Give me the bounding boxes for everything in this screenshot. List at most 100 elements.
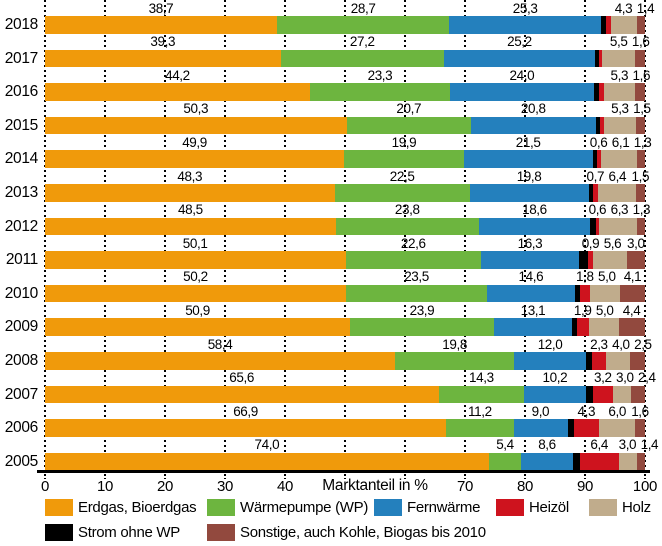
value-label: 6,3 bbox=[610, 202, 629, 218]
value-label: 21,5 bbox=[515, 134, 541, 150]
bar-segment-2008 bbox=[629, 352, 645, 370]
x-tick-label-30: 30 bbox=[216, 478, 234, 495]
bar-segment-2009 bbox=[572, 318, 578, 336]
value-label: 5,5 bbox=[609, 34, 628, 50]
value-label: 74,0 bbox=[254, 437, 280, 453]
value-label: 16,3 bbox=[517, 235, 543, 251]
value-label: 2,3 bbox=[590, 336, 608, 352]
value-label: 1,4 bbox=[636, 0, 655, 16]
bar-segment-2009 bbox=[577, 318, 589, 336]
value-label: 19,9 bbox=[391, 134, 417, 150]
bar-segment-2008 bbox=[45, 352, 396, 370]
value-label: 10,2 bbox=[542, 370, 568, 386]
bar-segment-2007 bbox=[45, 385, 439, 404]
value-label: 1,6 bbox=[632, 67, 651, 83]
value-label: 6,0 bbox=[608, 403, 626, 419]
value-label: 20,7 bbox=[396, 101, 422, 117]
x-tick-0 bbox=[44, 474, 46, 479]
value-label: 4,3 bbox=[614, 0, 633, 16]
bar-segment-2013 bbox=[45, 184, 335, 202]
value-label: 48,5 bbox=[178, 202, 203, 218]
bar-segment-2009 bbox=[588, 318, 619, 336]
bar-segment-2018 bbox=[277, 16, 450, 34]
bar-segment-2009 bbox=[350, 318, 494, 336]
bar-segment-2010 bbox=[45, 284, 347, 303]
bar-segment-2017 bbox=[280, 49, 444, 68]
legend-swatch bbox=[207, 524, 235, 541]
x-tick-label-90: 90 bbox=[576, 478, 594, 495]
bar-segment-2012 bbox=[590, 217, 596, 236]
x-tick-90 bbox=[584, 474, 586, 479]
bar-segment-2014 bbox=[344, 150, 464, 168]
value-label: 23,3 bbox=[367, 67, 393, 83]
bar-segment-2013 bbox=[593, 184, 598, 202]
value-label: 1,6 bbox=[631, 403, 649, 419]
bar-segment-2015 bbox=[470, 116, 596, 135]
value-label: 4,4 bbox=[622, 302, 641, 318]
legend: Erdgas, Bioerdgas Wärmepumpe (WP) Fernwärm… bbox=[0, 496, 662, 546]
bar-segment-2006 bbox=[635, 419, 645, 437]
value-label: 1,8 bbox=[576, 269, 594, 285]
value-label: 4,0 bbox=[612, 336, 630, 352]
bar-segment-2015 bbox=[635, 116, 645, 135]
value-label: 25,2 bbox=[507, 34, 532, 50]
bar-2018 bbox=[45, 16, 645, 34]
bar-segment-2014 bbox=[637, 150, 645, 168]
bar-segment-2010 bbox=[346, 284, 488, 303]
value-label: 58,4 bbox=[207, 336, 233, 352]
value-label: 5,0 bbox=[595, 302, 614, 318]
bar-segment-2012 bbox=[478, 217, 591, 236]
value-label: 1,6 bbox=[631, 34, 650, 50]
x-tick-60 bbox=[404, 474, 406, 479]
value-label: 23,8 bbox=[394, 202, 420, 218]
bar-segment-2010 bbox=[590, 284, 621, 303]
bar-segment-2014 bbox=[600, 150, 638, 168]
bar-segment-2007 bbox=[585, 385, 594, 404]
bar-2017 bbox=[45, 49, 645, 68]
legend-swatch bbox=[374, 499, 402, 516]
value-label: 24,0 bbox=[509, 67, 535, 83]
value-label: 18,6 bbox=[522, 202, 547, 218]
value-label: 39,3 bbox=[150, 34, 176, 50]
year-label-2007: 2007 bbox=[4, 385, 39, 403]
bar-segment-2009 bbox=[618, 318, 645, 336]
value-label: 8,6 bbox=[538, 437, 556, 453]
value-label: 3,0 bbox=[618, 437, 637, 453]
legend-swatch bbox=[496, 499, 524, 516]
bar-segment-2016 bbox=[598, 83, 604, 101]
value-label: 14,3 bbox=[469, 370, 494, 386]
bar-2016 bbox=[45, 83, 645, 101]
bar-segment-2017 bbox=[595, 49, 599, 68]
bar-2009 bbox=[45, 318, 645, 336]
value-label: 23,5 bbox=[404, 269, 429, 285]
value-label: 2,5 bbox=[634, 336, 652, 352]
legend-label: Sonstige, auch Kohle, Biogas bis 2010 bbox=[240, 524, 486, 541]
value-label: 14,6 bbox=[518, 269, 544, 285]
bar-segment-2007 bbox=[630, 385, 645, 404]
bar-segment-2011 bbox=[45, 251, 346, 269]
bar-segment-2007 bbox=[612, 385, 631, 404]
value-label: 1,3 bbox=[633, 134, 652, 150]
legend-label: Wärmepumpe (WP) bbox=[240, 499, 369, 516]
value-label: 13,1 bbox=[520, 302, 546, 318]
x-tick-70 bbox=[464, 474, 466, 479]
bar-segment-2008 bbox=[592, 352, 606, 370]
gridline-100 bbox=[644, 0, 646, 470]
value-label: 19,8 bbox=[442, 336, 467, 352]
bar-segment-2016 bbox=[45, 83, 311, 101]
value-label: 4,1 bbox=[623, 269, 642, 285]
bar-segment-2016 bbox=[635, 83, 645, 101]
bar-segment-2010 bbox=[574, 284, 580, 303]
bar-segment-2015 bbox=[346, 116, 471, 135]
legend-label: Strom ohne WP bbox=[78, 524, 180, 541]
value-label: 0,6 bbox=[589, 134, 608, 150]
year-label-2008: 2008 bbox=[4, 352, 39, 369]
value-label: 5,3 bbox=[610, 67, 629, 83]
x-tick-50 bbox=[344, 474, 346, 479]
bar-segment-2018 bbox=[449, 16, 602, 34]
bar-segment-2017 bbox=[598, 49, 603, 68]
bar-segment-2011 bbox=[587, 251, 594, 269]
bar-2011 bbox=[45, 251, 645, 269]
legend-swatch bbox=[45, 524, 73, 541]
bar-2013 bbox=[45, 184, 645, 202]
